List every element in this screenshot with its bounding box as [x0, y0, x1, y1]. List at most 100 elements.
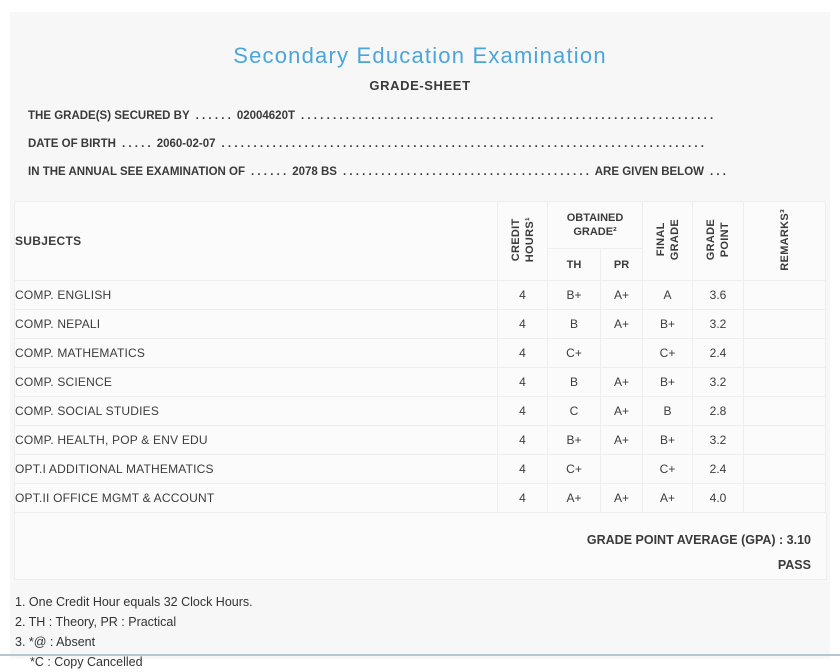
credit-hours-rotated-label: CREDIT HOURS¹ [509, 216, 536, 263]
info-line-date-of-birth: DATE OF BIRTH . . . . . 2060-02-07 . . .… [28, 130, 718, 158]
grade-point-cell: 3.6 [692, 280, 745, 310]
col-header-credit-hours: CREDIT HOURS¹ [497, 201, 548, 281]
remarks-cell [743, 483, 827, 513]
subject-cell: COMP. SCIENCE [14, 367, 498, 397]
result-status: PASS [777, 558, 811, 572]
grade-sheet-panel: Secondary Education Examination GRADE-SH… [10, 12, 830, 669]
footnote-absent: 3. *@ : Absent [15, 635, 96, 649]
pr-grade-cell: A+ [599, 425, 644, 455]
grade-point-cell: 3.2 [692, 367, 745, 397]
remarks-cell [743, 454, 827, 484]
grades-table: SUBJECTS CREDIT HOURS¹ OBTAINED GRADE² FI… [14, 201, 827, 513]
result-summary: GRADE POINT AVERAGE (GPA) : 3.10 PASS [14, 513, 827, 580]
remarks-cell [743, 367, 827, 397]
col-header-subjects: SUBJECTS [14, 201, 498, 281]
th-grade-cell: A+ [547, 483, 601, 513]
table-row: COMP. SCIENCE 4 B A+ B+ 3.2 [14, 367, 827, 397]
dot-fill: . . . . . . . . . . . . . . . . . . . . … [342, 166, 589, 178]
remarks-cell [743, 425, 827, 455]
col-header-final-grade: FINAL GRADE [642, 201, 694, 281]
page-title: Secondary Education Examination [233, 43, 607, 68]
frame-bottom-border [0, 654, 840, 656]
pr-grade-cell [599, 454, 644, 484]
subject-cell: COMP. HEALTH, POP & ENV EDU [14, 425, 498, 455]
col-header-grade-point: GRADE POINT [692, 201, 745, 281]
th-grade-cell: C+ [547, 454, 601, 484]
table-row: OPT.II OFFICE MGMT & ACCOUNT 4 A+ A+ A+ … [14, 483, 827, 513]
dot-fill: . . . . . . . . . . . . . . . . . . . . … [301, 110, 716, 122]
info-label: THE GRADE(S) SECURED BY [28, 110, 190, 122]
subject-cell: COMP. NEPALI [14, 309, 498, 339]
remarks-cell [743, 396, 827, 426]
remarks-cell [743, 280, 827, 310]
info-suffix: ARE GIVEN BELOW [594, 166, 705, 178]
credit-cell: 4 [497, 309, 548, 339]
credit-cell: 4 [497, 483, 548, 513]
subject-cell: OPT.I ADDITIONAL MATHEMATICS [14, 454, 498, 484]
dot-separator: . . . . . . [195, 110, 231, 122]
remarks-rotated-label: REMARKS³ [778, 208, 791, 271]
final-grade-cell: B+ [642, 309, 694, 339]
footnotes: 1. One Credit Hour equals 32 Clock Hours… [15, 592, 830, 672]
candidate-info: THE GRADE(S) SECURED BY . . . . . . 0200… [28, 102, 830, 186]
dot-separator: . . . . . . [251, 166, 287, 178]
remarks-cell [743, 309, 827, 339]
date-of-birth-value: 2060-02-07 [156, 138, 216, 150]
remarks-cell [743, 338, 827, 368]
dot-trail: . . . [710, 166, 726, 178]
pr-grade-cell: A+ [599, 280, 644, 310]
info-line-grades-secured-by: THE GRADE(S) SECURED BY . . . . . . 0200… [28, 102, 728, 130]
pr-grade-cell [599, 338, 644, 368]
th-grade-cell: B [547, 367, 601, 397]
final-grade-cell: C+ [642, 338, 694, 368]
subject-cell: OPT.II OFFICE MGMT & ACCOUNT [14, 483, 498, 513]
footnote-th-pr: 2. TH : Theory, PR : Practical [15, 615, 177, 629]
credit-cell: 4 [497, 280, 548, 310]
grade-point-cell: 2.8 [692, 396, 745, 426]
th-grade-cell: B [547, 309, 601, 339]
table-row: COMP. ENGLISH 4 B+ A+ A 3.6 [14, 280, 827, 310]
col-header-remarks: REMARKS³ [743, 201, 827, 281]
examination-year-value: 2078 BS [292, 166, 337, 178]
credit-cell: 4 [497, 338, 548, 368]
grade-point-rotated-label: GRADE POINT [705, 218, 732, 261]
dot-separator: . . . . . [121, 138, 151, 150]
th-grade-cell: B+ [547, 280, 601, 310]
final-grade-rotated-label: FINAL GRADE [654, 218, 681, 261]
pr-grade-cell: A+ [599, 367, 644, 397]
final-grade-cell: A+ [642, 483, 694, 513]
credit-cell: 4 [497, 425, 548, 455]
th-grade-cell: C [547, 396, 601, 426]
final-grade-cell: A [642, 280, 694, 310]
footnote-credit-hours: 1. One Credit Hour equals 32 Clock Hours… [15, 595, 253, 609]
info-line-examination-year: IN THE ANNUAL SEE EXAMINATION OF . . . .… [28, 158, 726, 186]
table-row: COMP. SOCIAL STUDIES 4 C A+ B 2.8 [14, 396, 827, 426]
final-grade-cell: B+ [642, 367, 694, 397]
gpa-line: GRADE POINT AVERAGE (GPA) : 3.10 [586, 533, 811, 547]
grade-point-cell: 2.4 [692, 454, 745, 484]
pr-grade-cell: A+ [599, 483, 644, 513]
final-grade-cell: B+ [642, 425, 694, 455]
credit-cell: 4 [497, 396, 548, 426]
credit-cell: 4 [497, 454, 548, 484]
table-row: COMP. NEPALI 4 B A+ B+ 3.2 [14, 309, 827, 339]
grade-point-cell: 3.2 [692, 425, 745, 455]
info-label: IN THE ANNUAL SEE EXAMINATION OF [28, 166, 246, 178]
credit-cell: 4 [497, 367, 548, 397]
table-row: COMP. MATHEMATICS 4 C+ C+ 2.4 [14, 338, 827, 368]
grade-point-cell: 2.4 [692, 338, 745, 368]
col-header-th: TH [547, 248, 601, 281]
table-row: COMP. HEALTH, POP & ENV EDU 4 B+ A+ B+ 3… [14, 425, 827, 455]
grade-point-cell: 3.2 [692, 309, 745, 339]
col-header-obtained-grade: OBTAINED GRADE² [546, 201, 644, 249]
page-subtitle: GRADE-SHEET [369, 78, 471, 93]
th-grade-cell: B+ [547, 425, 601, 455]
info-label: DATE OF BIRTH [28, 138, 116, 150]
final-grade-cell: C+ [642, 454, 694, 484]
subject-cell: COMP. ENGLISH [14, 280, 498, 310]
subject-cell: COMP. MATHEMATICS [14, 338, 498, 368]
final-grade-cell: B [642, 396, 694, 426]
th-grade-cell: C+ [547, 338, 601, 368]
grade-point-cell: 4.0 [692, 483, 745, 513]
col-header-pr: PR [599, 248, 644, 281]
